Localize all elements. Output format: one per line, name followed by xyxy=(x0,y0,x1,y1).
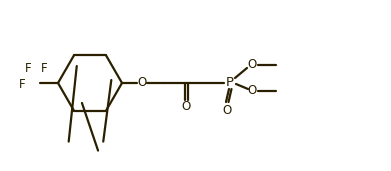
Text: F: F xyxy=(19,78,25,91)
Text: F: F xyxy=(25,62,31,76)
Text: O: O xyxy=(248,84,256,97)
Text: O: O xyxy=(137,76,147,89)
Text: O: O xyxy=(248,58,256,71)
Text: O: O xyxy=(222,103,231,116)
Text: P: P xyxy=(226,76,234,89)
Text: O: O xyxy=(181,101,191,114)
Text: F: F xyxy=(41,62,47,76)
